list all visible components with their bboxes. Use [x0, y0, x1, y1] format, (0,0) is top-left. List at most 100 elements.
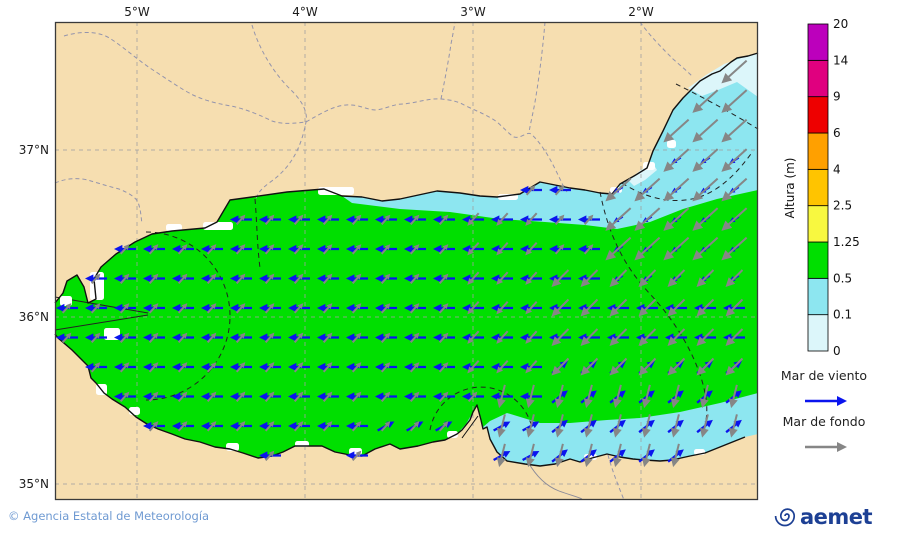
colorbar-segment — [807, 96, 829, 134]
maritime-boundary — [599, 191, 708, 434]
white-patch — [318, 187, 354, 195]
wave-direction-arrow-field — [56, 59, 748, 468]
swell-arrow — [638, 207, 661, 228]
y-tick-label: 36°N — [19, 310, 49, 324]
wind-arrow-head — [201, 362, 210, 372]
swell-arrow-head — [551, 306, 562, 317]
swell-arrow — [667, 207, 690, 228]
wind-arrow-head — [462, 362, 471, 372]
swell-arrow — [725, 118, 748, 140]
swell-arrow — [725, 207, 748, 228]
swell-arrow-head — [583, 398, 593, 409]
wind-arrow-head — [172, 362, 181, 372]
wind-arrow-head — [317, 392, 326, 401]
swell-arrow-head — [384, 421, 391, 428]
swell-arrow-head — [725, 277, 736, 287]
wind-arrow-head — [404, 244, 413, 254]
swell-legend-arrow-head — [837, 442, 847, 452]
white-patch — [60, 296, 72, 306]
swell-arrow-head — [696, 277, 707, 287]
swell-arrow-head — [609, 336, 620, 346]
swell-arrow-head — [413, 332, 420, 339]
x-tick-label: 5°W — [124, 5, 150, 19]
wind-arrow-head — [531, 451, 540, 458]
wind-arrow-head — [375, 244, 384, 254]
white-patch — [166, 224, 182, 231]
wind-arrow-head — [375, 333, 384, 342]
swell-arrow-head — [210, 362, 217, 369]
swell-arrow-head — [667, 336, 678, 346]
wind-arrow-head — [259, 421, 268, 431]
swell-arrow-head — [529, 185, 536, 192]
swell-arrow-head — [667, 277, 678, 287]
swell-arrow-head — [605, 220, 617, 231]
swell-arrow-head — [692, 190, 704, 202]
swell-arrow-head — [355, 273, 362, 280]
wind-arrow-head — [531, 421, 540, 429]
wind-arrow-head — [143, 362, 152, 372]
map-frame — [54, 21, 759, 501]
swell-arrow-head — [696, 336, 707, 346]
wind-arrow-head — [491, 274, 500, 283]
wind-arrow-head — [259, 333, 268, 342]
swell-arrow-head — [442, 273, 449, 280]
x-tick-label: 2°W — [628, 5, 654, 19]
swell-arrow-head — [721, 131, 733, 143]
swell-arrow-head — [551, 277, 562, 287]
swell-arrow — [667, 177, 690, 199]
swell-arrow-head — [496, 218, 504, 226]
coastline-spain — [54, 52, 759, 304]
wind-arrow-head — [491, 244, 500, 254]
wind-arrow-head — [85, 333, 94, 342]
wind-arrow-head — [230, 362, 239, 372]
swell-arrow-head — [467, 366, 475, 374]
swell-arrow-head — [413, 391, 420, 398]
swell-arrow-head — [525, 427, 535, 438]
swell-arrow-head — [268, 244, 275, 251]
swell-arrow-head — [638, 277, 649, 287]
province-boundary — [639, 21, 694, 78]
wind-arrow-head — [114, 303, 123, 313]
swell-arrow-head — [413, 273, 420, 280]
swell-arrow-head — [152, 273, 159, 280]
swell-arrow-head — [94, 332, 101, 339]
swell-arrow-head — [210, 421, 217, 428]
swell-arrow-head — [413, 214, 420, 221]
swell-arrow-head — [467, 336, 475, 344]
swell-arrow-head — [583, 427, 593, 438]
swell-arrow-head — [355, 362, 362, 369]
swell-arrow-head — [471, 391, 478, 398]
swell-arrow-head — [442, 421, 449, 428]
swell-arrow — [696, 236, 719, 258]
colorbar-tick-label: 4 — [833, 162, 841, 176]
swell-arrow-head — [605, 190, 617, 202]
wind-arrow-head — [201, 244, 210, 254]
wind-arrow-head — [317, 421, 326, 431]
colorbar-tick-label: 1.25 — [833, 235, 860, 249]
wind-arrow-head — [549, 215, 558, 224]
colorbar-title: Altura (m) — [783, 157, 797, 218]
strait-line — [54, 314, 149, 331]
white-patch — [667, 140, 676, 148]
wind-arrow-head — [346, 333, 355, 342]
wind-arrow-head — [85, 274, 94, 283]
colorbar-segment — [807, 205, 829, 243]
graticule-grid — [55, 22, 758, 500]
swell-arrow-head — [467, 277, 475, 285]
colorbar-tick-label: 0 — [833, 344, 841, 358]
wind-arrow-head — [404, 274, 413, 283]
wind-arrow-head — [114, 333, 123, 342]
swell-arrow-head — [355, 303, 362, 310]
swell-arrow-head — [554, 457, 564, 468]
swell-arrow-head — [638, 306, 649, 317]
wind-arrow-head — [114, 274, 123, 283]
swell-arrow-head — [554, 398, 564, 409]
swell-arrow-head — [123, 332, 130, 339]
swell-arrow-head — [268, 362, 275, 369]
colorbar-tick-label: 9 — [833, 90, 841, 104]
swell-arrow-head — [692, 161, 704, 172]
wind-arrow-head — [520, 274, 529, 283]
swell-arrow-head — [210, 332, 217, 339]
